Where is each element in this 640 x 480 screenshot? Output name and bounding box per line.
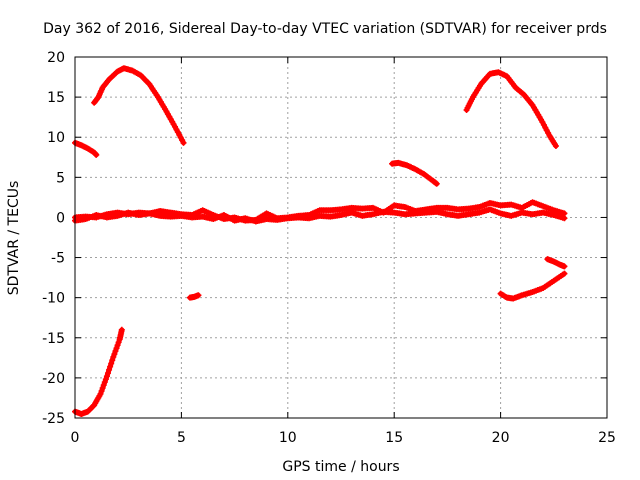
y-tick-label: -5: [51, 251, 65, 267]
series-arc-top-right: [463, 69, 559, 150]
data-point: [110, 354, 117, 361]
data-point: [107, 363, 114, 370]
y-tick-label: 10: [47, 130, 65, 146]
plot-frame: [74, 56, 608, 419]
data-point: [109, 357, 116, 364]
series-arc-top-left: [91, 65, 187, 146]
data-point: [111, 351, 118, 358]
data-point: [103, 373, 110, 380]
data-point: [108, 360, 115, 367]
series-arc-mid-right: [389, 159, 440, 187]
series-arc-left-mid: [72, 139, 100, 158]
y-tick-label: 0: [56, 210, 65, 226]
data-point: [101, 379, 108, 386]
data-point: [98, 387, 105, 394]
x-axis-label: GPS time / hours: [282, 459, 399, 475]
data-point: [114, 342, 121, 349]
data-point: [561, 270, 568, 277]
data-point: [100, 382, 107, 389]
data-point: [97, 390, 104, 397]
x-tick-label: 15: [385, 430, 403, 446]
data-point: [180, 139, 187, 146]
x-tick-label: 20: [492, 430, 510, 446]
data-point: [195, 292, 202, 299]
data-point: [102, 376, 109, 383]
data-point: [433, 180, 440, 187]
data-point: [115, 339, 122, 346]
data-point: [118, 326, 125, 333]
y-tick-label: 20: [47, 50, 65, 66]
y-tick-label: -20: [42, 371, 65, 387]
x-tick-label: 25: [598, 430, 616, 446]
y-tick-label: -15: [42, 331, 65, 347]
data-point: [112, 348, 119, 355]
series-arc-bottom-left: [72, 326, 125, 417]
y-axis-label: SDTVAR / TECUs: [6, 181, 22, 296]
data-point: [561, 263, 568, 270]
data-point: [99, 385, 106, 392]
data-point: [93, 151, 100, 158]
data-point: [113, 345, 120, 352]
y-tick-label: -25: [42, 411, 65, 427]
series-arc-neg10: [186, 292, 202, 301]
y-tick-label: -10: [42, 291, 65, 307]
data-point: [561, 215, 568, 222]
data-point: [552, 143, 559, 150]
data-point: [104, 370, 111, 377]
series-arc-neg-right-b: [497, 270, 568, 302]
series-band-b: [72, 206, 568, 225]
x-tick-label: 0: [71, 430, 80, 446]
chart-title: Day 362 of 2016, Sidereal Day-to-day VTE…: [43, 21, 607, 37]
y-tick-label: 5: [56, 170, 65, 186]
x-tick-label: 10: [279, 430, 297, 446]
series-arc-neg-right-a: [544, 256, 568, 270]
data-point: [106, 366, 113, 373]
data-points: [72, 65, 568, 417]
y-tick-label: 15: [47, 90, 65, 106]
x-tick-label: 5: [177, 430, 186, 446]
